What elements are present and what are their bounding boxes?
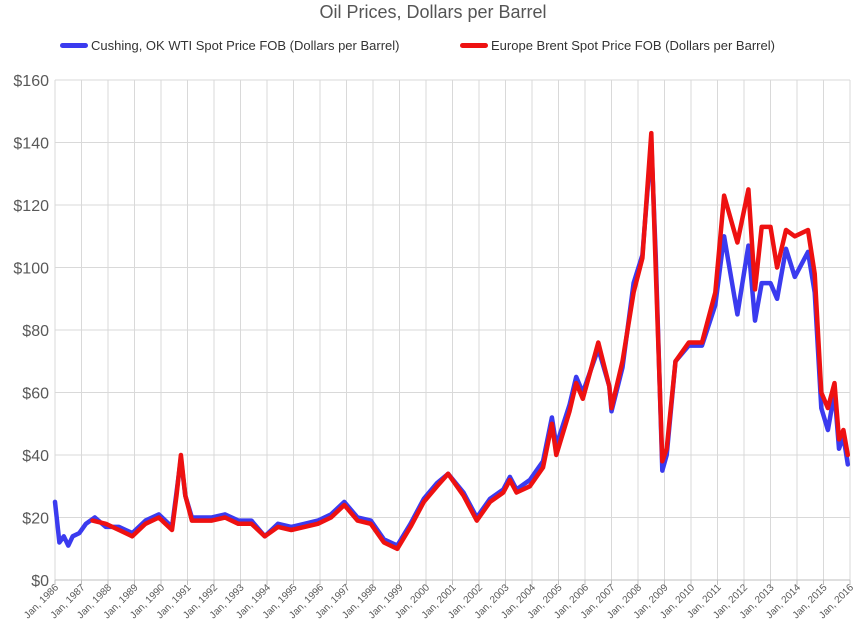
chart-title: Oil Prices, Dollars per Barrel [319, 2, 547, 22]
legend-item-brent: Europe Brent Spot Price FOB (Dollars per… [460, 38, 775, 53]
legend-swatch-wti [60, 43, 88, 48]
legend: Cushing, OK WTI Spot Price FOB (Dollars … [0, 38, 866, 56]
y-tick-label: $100 [13, 261, 49, 278]
y-axis: $0 $20 $40 $60 $80 $100 $120 $140 $160 [13, 73, 49, 590]
y-tick-label: $60 [22, 386, 49, 403]
y-tick-label: $140 [13, 136, 49, 153]
series-line-brent [90, 130, 851, 552]
series-layer [52, 130, 851, 552]
legend-swatch-brent [460, 43, 488, 48]
y-tick-label: $160 [13, 73, 49, 90]
y-tick-label: $40 [22, 448, 49, 465]
series-line-wti [52, 140, 851, 548]
legend-label-brent: Europe Brent Spot Price FOB (Dollars per… [491, 38, 775, 53]
y-tick-label: $80 [22, 323, 49, 340]
grid-lines [54, 79, 851, 585]
y-tick-label: $120 [13, 198, 49, 215]
y-tick-label: $0 [31, 573, 49, 590]
legend-item-wti: Cushing, OK WTI Spot Price FOB (Dollars … [60, 38, 399, 53]
legend-label-wti: Cushing, OK WTI Spot Price FOB (Dollars … [91, 38, 400, 53]
y-tick-label: $20 [22, 511, 49, 528]
